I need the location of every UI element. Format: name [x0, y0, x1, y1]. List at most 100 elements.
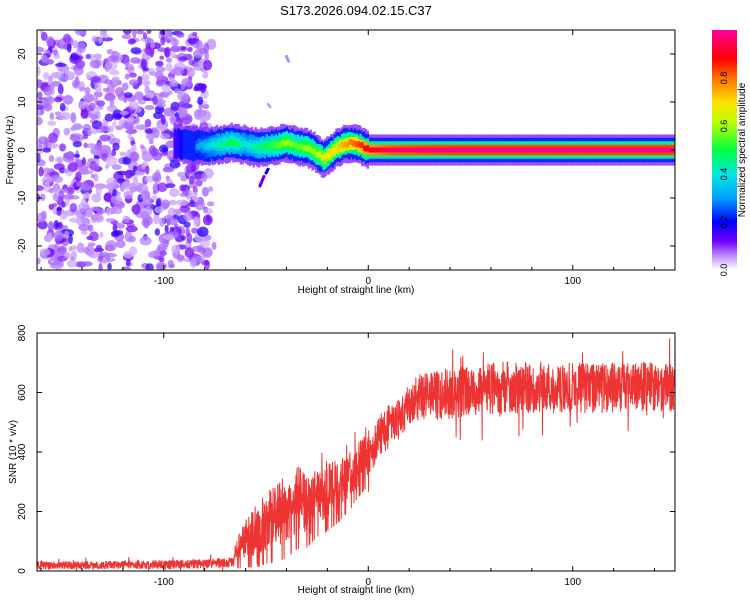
spectrogram-noise-blob	[37, 79, 43, 88]
spectrogram-noise-blob	[62, 94, 74, 105]
spectrogram-ridge-cell	[583, 147, 587, 153]
spectrogram-noise-blob	[59, 112, 71, 121]
spectrogram-ridge-cell	[429, 147, 432, 153]
spectrogram-noise-blob	[144, 104, 155, 111]
spectrogram-ridge-cell	[217, 141, 220, 148]
spectrogram-noise-blob	[47, 143, 59, 149]
spectrogram-ridge-cell	[206, 143, 209, 150]
spectrogram-noise-blob	[37, 46, 45, 53]
spectrogram-ridge-cell	[315, 151, 318, 158]
snr-x-tick-label: -100	[154, 577, 174, 588]
spectrogram-ridge-cell	[234, 140, 237, 147]
spectrogram-noise-blob	[135, 124, 148, 130]
spectrogram-ridge-cell	[618, 147, 622, 153]
spectrogram-ridge-cell	[377, 147, 381, 153]
spectrogram-noise-blob	[80, 185, 93, 191]
spectrogram-noise-blob	[49, 81, 62, 87]
spectrogram-noise-blob	[155, 123, 167, 132]
spectrogram-ridge-cell	[331, 148, 335, 154]
spectrogram-noise-blob	[111, 121, 118, 128]
spectrogram-ridge-cell	[558, 147, 561, 153]
spectrogram-noise-blob	[67, 162, 79, 173]
spectrogram-noise-blob	[69, 135, 81, 142]
spectrogram-noise-blob	[104, 79, 113, 85]
spectrogram-ridge-cell	[252, 144, 255, 151]
spectrogram-noise-blob	[105, 240, 117, 252]
spectrogram-noise-blob	[202, 207, 214, 215]
spectrogram-ridge-cell	[340, 141, 344, 147]
spectrogram-noise-blob	[104, 113, 114, 122]
spectrogram-noise-blob	[37, 185, 45, 192]
spectrogram-noise-blob	[144, 128, 154, 134]
spectrogram-noise-blob	[94, 105, 104, 111]
colorbar-tick-label: 0.2	[719, 216, 729, 229]
spectrogram-ridge-cell	[515, 147, 519, 153]
spectrogram-ridge-cell	[569, 147, 572, 153]
snr-series	[37, 338, 675, 571]
spectrogram-noise-blob	[72, 140, 83, 148]
spectrogram-noise-blob	[202, 214, 213, 226]
spectrogram-ridge-cell	[245, 141, 248, 148]
spectrogram-ridge-cell	[184, 129, 187, 160]
spectrogram-noise-blob	[152, 95, 158, 106]
spectrogram-ridge-cell	[523, 147, 526, 153]
spectrogram-noise-blob	[59, 143, 66, 152]
spectrogram-y-tick-label: 20	[17, 48, 28, 60]
spectrogram-noise-blob	[82, 123, 92, 132]
spectrogram-ridge-cell	[469, 147, 473, 153]
spectrogram-ridge-cell	[447, 147, 451, 153]
spectrogram-ridge-cell	[431, 147, 434, 153]
spectrogram-ridge-cell	[350, 139, 353, 145]
spectrogram-noise-blob	[206, 201, 215, 207]
spectrogram-ridge-cell	[311, 148, 314, 155]
spectrogram-noise-blob	[115, 222, 126, 229]
spectrogram-noise-blob	[70, 112, 77, 124]
spectrogram-noise-blob	[84, 87, 91, 95]
spectrogram-ridge-cell	[309, 146, 312, 153]
spectrogram-ridge-cell	[639, 147, 642, 153]
spectrogram-ridge-cell	[186, 129, 189, 160]
spectrogram-ridge-cell	[642, 147, 646, 153]
spectrogram-ridge-cell	[261, 142, 265, 149]
spectrogram-noise-blob	[165, 140, 177, 149]
spectrogram-noise-blob	[81, 261, 93, 267]
spectrogram-noise-blob	[80, 100, 86, 110]
spectrogram-y-tick-label: -20	[17, 238, 28, 253]
spectrogram-noise-blob	[90, 174, 95, 179]
spectrogram-ridge-cell	[412, 147, 416, 153]
spectrogram-noise-blob	[68, 233, 73, 245]
spectrogram-ridge-cell	[600, 147, 603, 153]
spectrogram-ridge-cell	[637, 147, 640, 153]
snr-line	[37, 338, 675, 571]
spectrogram-ridge-cell	[611, 147, 614, 153]
spectrogram-noise-blob	[175, 32, 185, 38]
spectrogram-ridge-cell	[379, 147, 382, 153]
spectrogram-noise-blob	[68, 246, 73, 252]
spectrogram-x-tick-label: 0	[365, 276, 371, 287]
spectrogram-ridge-cell	[370, 147, 373, 153]
spectrogram-noise-blob	[169, 117, 176, 125]
spectrogram-ridge-cell	[191, 131, 195, 162]
spectrogram-noise-blob	[112, 112, 121, 119]
spectrogram-ridge-cell	[418, 147, 421, 153]
spectrogram-ridge-cell	[197, 143, 200, 150]
spectrogram-ridge-cell	[666, 147, 670, 153]
spectrogram-ridge-cell	[407, 147, 410, 153]
spectrogram-ridge-cell	[635, 147, 638, 153]
spectrogram-ridge-cell	[403, 147, 406, 153]
spectrogram-y-tick-label: 10	[17, 96, 28, 108]
spectrogram-noise-blob	[91, 120, 103, 130]
spectrogram-noise-blob	[180, 176, 188, 182]
spectrogram-noise-blob	[191, 191, 199, 202]
spectrogram-noise-blob	[52, 202, 58, 208]
snr-y-tick-label: 800	[17, 324, 28, 341]
spectrogram-noise-blob	[163, 215, 174, 221]
spectrogram-noise-blob	[47, 79, 53, 86]
spectrogram-ridge-cell	[561, 147, 565, 153]
spectrogram-noise-blob	[153, 213, 160, 225]
spectrogram-ridge-cell	[177, 127, 180, 158]
colorbar: 0.0 0.2 0.4 0.6 0.8 Normalized spectral ampl…	[712, 30, 748, 276]
spectrogram-noise-blob	[112, 142, 120, 151]
spectrogram-ridge-cell	[488, 147, 491, 153]
spectrogram-x-ticks: -100 0 100	[40, 30, 656, 287]
